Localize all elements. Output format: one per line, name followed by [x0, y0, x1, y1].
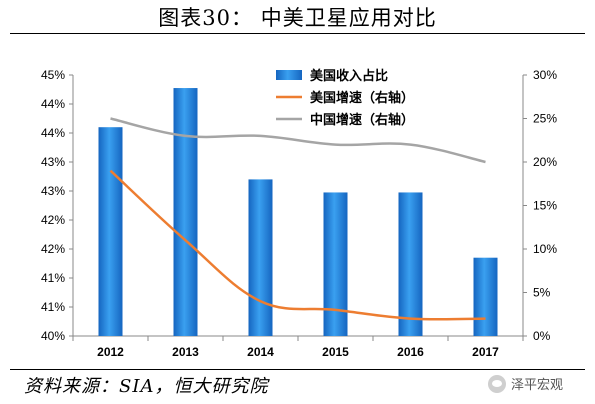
- bar-2014: [248, 179, 273, 336]
- left-tick-label: 41%: [41, 271, 65, 285]
- legend-label: 美国增速（右轴）: [310, 90, 414, 106]
- chart-title: 图表30： 中美卫星应用对比: [158, 6, 437, 30]
- left-tick-label: 43%: [41, 184, 65, 198]
- x-tick-label: 2017: [472, 345, 499, 359]
- right-tick-label: 15%: [533, 199, 557, 213]
- right-tick-label: 30%: [533, 68, 557, 82]
- bar-2012: [98, 127, 123, 336]
- bar-2016: [398, 192, 423, 336]
- bar-2017: [473, 257, 498, 336]
- watermark: 泽平宏观: [488, 374, 563, 393]
- left-tick-label: 43%: [41, 155, 65, 169]
- left-tick-label: 44%: [41, 97, 65, 111]
- x-tick-label: 2012: [97, 345, 124, 359]
- left-tick-label: 42%: [41, 213, 65, 227]
- right-tick-label: 0%: [533, 329, 551, 343]
- x-tick-label: 2014: [247, 345, 274, 359]
- right-tick-label: 25%: [533, 112, 557, 126]
- legend-label: 美国收入占比: [310, 68, 388, 84]
- right-tick-label: 5%: [533, 286, 551, 300]
- bar-2013: [173, 88, 198, 336]
- left-tick-label: 40%: [41, 329, 65, 343]
- source-note: 资料来源：SIA，恒大研究院: [24, 376, 269, 397]
- left-tick-label: 44%: [41, 126, 65, 140]
- source-rule: [10, 369, 585, 370]
- bar-2015: [323, 192, 348, 336]
- legend-swatch-bar: [276, 70, 302, 80]
- right-tick-label: 20%: [533, 155, 557, 169]
- title-rule: [10, 33, 585, 34]
- wechat-icon: [488, 374, 506, 393]
- x-tick-label: 2015: [322, 345, 349, 359]
- left-tick-label: 41%: [41, 300, 65, 314]
- x-tick-label: 2013: [172, 345, 199, 359]
- left-tick-label: 45%: [41, 68, 65, 82]
- legend-label: 中国增速（右轴）: [310, 112, 414, 128]
- line-series-2: [110, 117, 486, 164]
- line-series-1: [109, 169, 486, 321]
- x-tick-label: 2016: [397, 345, 424, 359]
- left-tick-label: 42%: [41, 242, 65, 256]
- watermark-text: 泽平宏观: [511, 378, 564, 393]
- right-tick-label: 10%: [533, 242, 557, 256]
